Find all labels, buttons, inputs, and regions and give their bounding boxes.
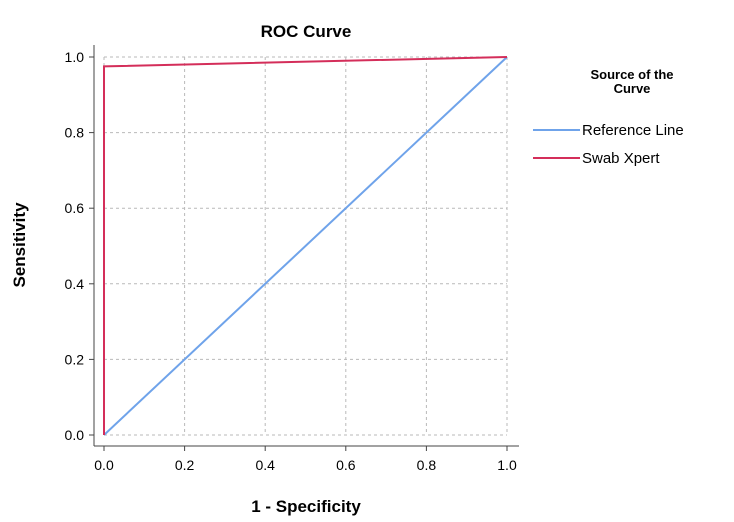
x-tick-label: 0.6: [336, 457, 356, 473]
legend-items: Reference Line Swab Xpert: [533, 122, 684, 167]
series-line-swab-xpert: [103, 56, 508, 435]
series-lines: [103, 56, 508, 436]
tick-labels: 0.0 0.2 0.4 0.6 0.8 1.0 0.0 0.2 0.4 0.6 0.8 1.0: [65, 49, 517, 473]
chart-title: ROC Curve: [261, 22, 352, 41]
x-tick-label: 0.2: [175, 457, 195, 473]
plot-area: 0.0 0.2 0.4 0.6 0.8 1.0 0.0 0.2 0.4 0.6 0.8 1.0: [65, 45, 519, 473]
legend-item-label: Reference Line: [582, 122, 684, 139]
series-line-reference-line: [103, 56, 508, 436]
x-tick-label: 1.0: [497, 457, 517, 473]
x-tick-label: 0.0: [94, 457, 114, 473]
legend: Source of the Curve Reference Line Swab X…: [533, 67, 684, 167]
x-tick-label: 0.8: [417, 457, 437, 473]
y-tick-label: 1.0: [65, 49, 85, 65]
y-tick-label: 0.0: [65, 427, 85, 443]
y-tick-label: 0.6: [65, 200, 85, 216]
grid: [103, 56, 508, 436]
y-tick-label: 0.4: [65, 276, 85, 292]
legend-item-label: Swab Xpert: [582, 150, 660, 167]
y-tick-label: 0.8: [65, 125, 85, 141]
legend-title-line2: Curve: [614, 81, 651, 96]
axes: [89, 45, 519, 451]
legend-title-line1: Source of the: [590, 67, 673, 82]
x-tick-label: 0.4: [255, 457, 275, 473]
x-axis-label: 1 - Specificity: [251, 497, 361, 516]
y-tick-label: 0.2: [65, 351, 85, 367]
y-axis-label: Sensitivity: [10, 202, 29, 288]
